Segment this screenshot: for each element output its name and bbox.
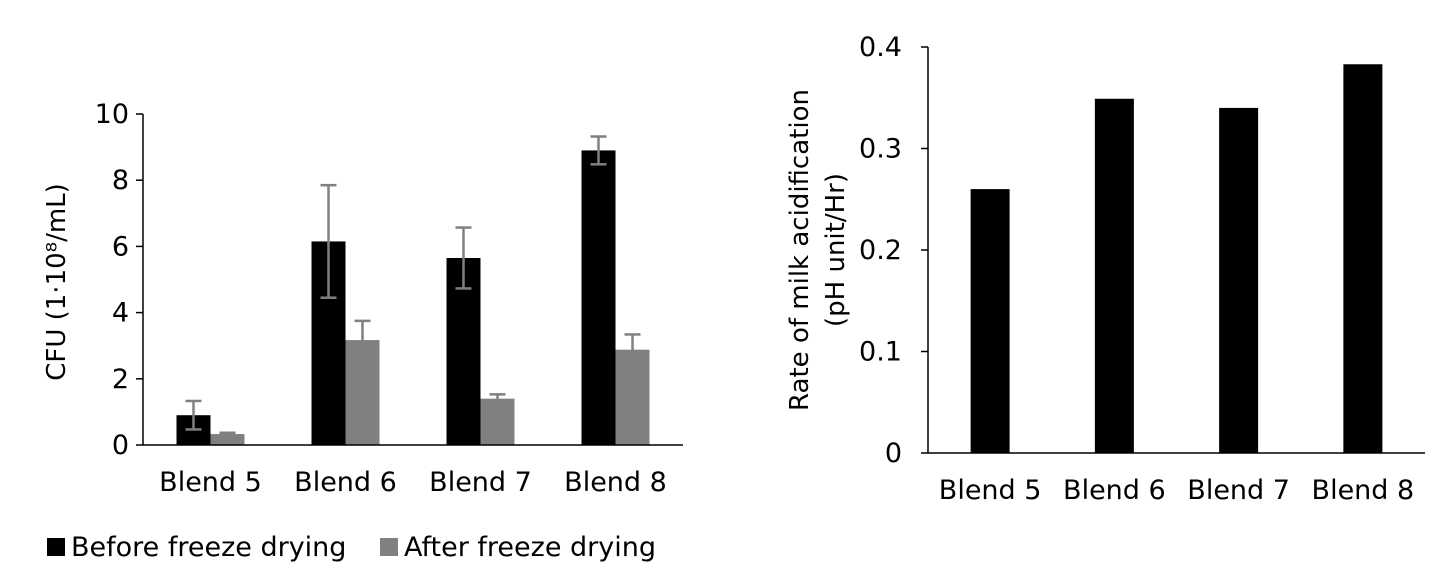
y-axis-title-line: (pH unit/Hr) [821,173,851,327]
bar-after-0 [210,434,245,445]
legend-label: Before freeze drying [71,532,346,563]
cfu-bar-chart: 0 2 4 6 8 10 Blend 5 Blend 6 Blend 7 Blend 8 CFU (… [42,99,683,563]
legend-swatch [47,538,65,556]
y-tick-label: 4 [112,298,129,329]
bar-2 [1219,107,1259,454]
x-tick-label: Blend 7 [429,467,532,498]
x-tick-label: Blend 7 [1187,475,1290,506]
x-tick-label: Blend 6 [1063,475,1166,506]
legend-label: After freeze drying [404,532,656,563]
bar-before-3 [581,150,616,445]
legend-swatch [380,538,398,556]
bar-3 [1343,64,1383,453]
y-tick-label: 6 [112,231,129,262]
acidification-bar-chart: 0 0.1 0.2 0.3 0.4 Blend 5 Blend 6 Blend 7 Blend … [785,32,1425,506]
y-axis-title-line: Rate of milk acidification [785,89,815,411]
x-tick-label: Blend 5 [939,475,1042,506]
y-tick-label: 0.4 [859,32,902,63]
y-tick-label: 0.2 [859,235,902,266]
x-tick-label: Blend 8 [564,467,667,498]
y-axis-title: CFU (1·10⁸/mL) [42,183,72,381]
bar-1 [1094,98,1134,453]
y-tick-label: 0.3 [859,134,902,165]
y-tick-label: 8 [112,165,129,196]
x-tick-label: Blend 5 [159,467,262,498]
x-tick-label: Blend 8 [1312,475,1415,506]
bar-0 [970,189,1010,453]
y-axis-title: Rate of milk acidification (pH unit/Hr) [785,89,851,411]
y-tick-label: 2 [112,364,129,395]
y-tick-label: 10 [95,99,129,130]
y-tick-label: 0.1 [859,337,902,368]
x-tick-label: Blend 6 [294,467,397,498]
y-tick-label: 0 [112,430,129,461]
y-tick-label: 0 [885,438,902,469]
bar-after-2 [480,398,515,445]
